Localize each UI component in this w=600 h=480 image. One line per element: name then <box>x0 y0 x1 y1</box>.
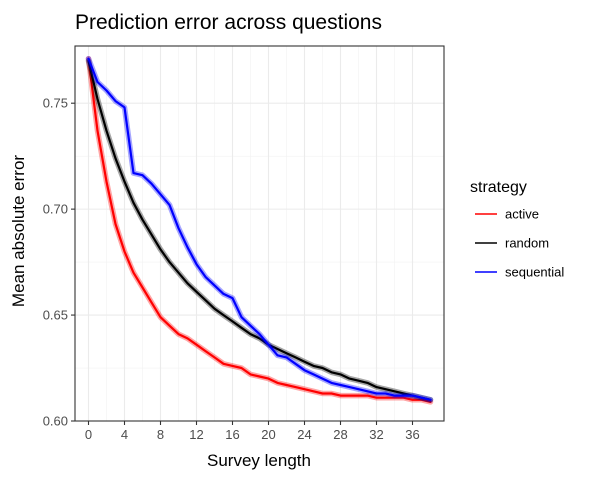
axes: 0 4 8 12 16 20 24 28 32 36 0.60 0.65 0.70 0.75 <box>43 45 445 442</box>
legend-label-sequential: sequential <box>505 265 564 280</box>
legend-label-random: random <box>505 236 549 251</box>
series-lines <box>85 55 434 405</box>
x-tick-label: 8 <box>157 427 164 442</box>
legend: strategy active random sequential <box>470 179 564 280</box>
y-tick-label: 0.60 <box>43 414 68 429</box>
x-tick-label: 0 <box>85 427 92 442</box>
x-tick-label: 12 <box>189 427 203 442</box>
x-tick-label: 24 <box>297 427 311 442</box>
x-axis-title: Survey length <box>207 451 311 470</box>
x-tick-label: 4 <box>121 427 128 442</box>
series-line-sequential <box>87 57 432 401</box>
x-tick-label: 16 <box>225 427 239 442</box>
x-tick-label: 28 <box>333 427 347 442</box>
y-tick-label: 0.70 <box>43 202 68 217</box>
x-tick-label: 20 <box>261 427 275 442</box>
plot-panel <box>75 46 444 421</box>
plot-background <box>75 46 444 421</box>
panel-border <box>74 45 445 422</box>
x-tick-label: 32 <box>369 427 383 442</box>
series-line-active <box>87 57 432 403</box>
legend-label-active: active <box>505 207 539 222</box>
legend-title: strategy <box>470 179 527 196</box>
y-axis-title: Mean absolute error <box>9 155 28 307</box>
series-line-random <box>87 59 432 401</box>
x-tick-label: 36 <box>405 427 419 442</box>
y-tick-label: 0.75 <box>43 96 68 111</box>
chart-title: Prediction error across questions <box>75 11 382 34</box>
y-tick-label: 0.65 <box>43 308 68 323</box>
